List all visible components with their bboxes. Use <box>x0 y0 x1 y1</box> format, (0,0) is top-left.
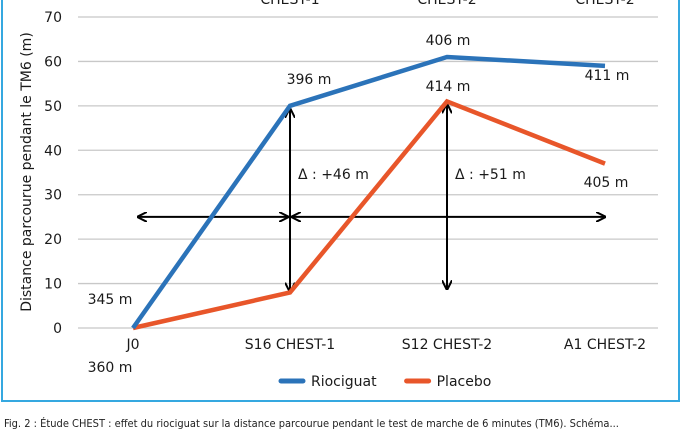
legend-label: Riociguat <box>311 374 377 390</box>
chart-frame <box>1 0 680 402</box>
data-label: 396 m <box>287 72 332 88</box>
x-tick-label: A1 CHEST-2 <box>564 337 646 353</box>
x-tick-label: J0 <box>125 337 139 353</box>
data-label: 406 m <box>426 33 471 49</box>
data-label: 345 m <box>88 292 133 308</box>
data-label: 414 m <box>426 79 471 95</box>
top-label: CHEST-2 <box>417 0 476 8</box>
data-label: 405 m <box>584 175 629 191</box>
y-tick-label: 50 <box>44 99 62 115</box>
y-tick-label: 70 <box>44 10 62 26</box>
y-axis-label: Distance parcourue pendant le TM6 (m) <box>19 32 35 312</box>
figure-caption: Fig. 2 : Étude CHEST : effet du riocigua… <box>4 417 619 430</box>
top-label: CHEST-1 <box>260 0 319 8</box>
y-tick-label: 60 <box>44 54 62 70</box>
y-tick-label: 10 <box>44 277 62 293</box>
data-label: 360 m <box>88 360 133 376</box>
top-label: CHEST-2 <box>575 0 634 8</box>
series-line-riociguat <box>131 54 606 330</box>
delta-label: Δ : +51 m <box>455 167 526 183</box>
line-chart: 0 10 20 30 40 50 60 70 J0 S16 CHEST-1 S12 CHEST-2 A… <box>19 0 658 390</box>
y-tick-label: 30 <box>44 188 62 204</box>
x-tick-label: S16 CHEST-1 <box>245 337 335 353</box>
delta-label: Δ : +46 m <box>298 167 369 183</box>
x-tick-label: S12 CHEST-2 <box>402 337 492 353</box>
y-tick-label: 0 <box>53 321 62 337</box>
y-tick-label: 20 <box>44 232 62 248</box>
legend-label: Placebo <box>437 374 492 390</box>
series-line-placebo <box>132 98 606 331</box>
data-label: 411 m <box>585 68 630 84</box>
y-tick-label: 40 <box>44 143 62 159</box>
